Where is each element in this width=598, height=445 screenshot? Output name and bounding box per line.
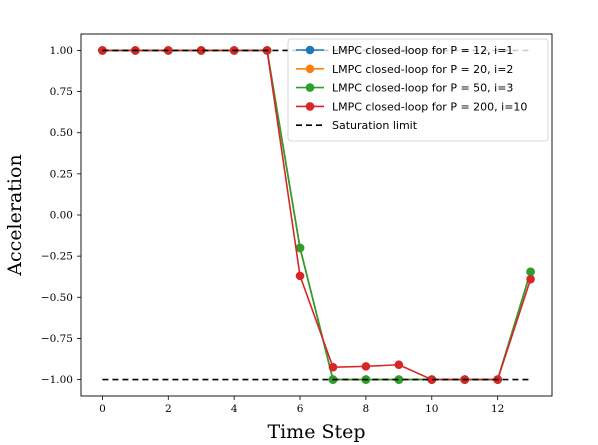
series-4-point xyxy=(295,271,305,281)
y-tick-label: −0.25 xyxy=(41,251,73,263)
x-tick-label: 2 xyxy=(165,403,172,415)
y-tick-label: 0.75 xyxy=(50,86,73,98)
y-tick-label: 0.25 xyxy=(50,168,73,180)
legend-label: LMPC closed-loop for P = 50, i=3 xyxy=(332,82,513,95)
y-tick-label: −0.50 xyxy=(41,292,73,304)
series-4-point xyxy=(427,375,437,384)
series-3-point xyxy=(295,243,305,253)
y-tick-label: −1.00 xyxy=(41,374,73,386)
legend-label: LMPC closed-loop for P = 200, i=10 xyxy=(332,100,527,113)
x-tick-label: 12 xyxy=(491,403,504,415)
y-tick-label: 1.00 xyxy=(50,45,73,57)
legend-swatch-marker xyxy=(305,45,315,55)
legend-swatch-marker xyxy=(305,102,315,111)
series-4-point xyxy=(196,46,206,55)
legend-swatch-marker xyxy=(305,64,315,74)
series-3-point xyxy=(526,267,535,277)
ticks-layer: 0 2 4 6 8 10 12 1.00 0.75 0.50 0.25 0.00 −0.25 −0.50 −… xyxy=(41,45,505,415)
series-layer xyxy=(98,46,535,384)
series-3-point xyxy=(394,375,404,384)
legend-label: LMPC closed-loop for P = 12, i=1 xyxy=(332,44,513,57)
y-axis-title: Acceleration xyxy=(4,154,26,276)
x-axis-title: Time Step xyxy=(267,421,365,443)
legend-swatch-marker xyxy=(305,83,315,92)
legend: LMPC closed-loop for P = 12, i=1 LMPC clo… xyxy=(287,38,549,142)
series-4-point xyxy=(526,274,535,284)
y-tick-label: 0.00 xyxy=(50,210,73,222)
x-tick-label: 10 xyxy=(425,403,438,415)
y-tick-label: −0.75 xyxy=(41,333,73,345)
legend-box xyxy=(287,38,549,142)
x-tick-label: 6 xyxy=(297,403,304,415)
x-tick-label: 0 xyxy=(99,403,106,415)
legend-label: Saturation limit xyxy=(332,119,418,132)
series-4-point xyxy=(394,360,404,370)
series-4-point xyxy=(328,362,338,372)
x-tick-label: 8 xyxy=(363,403,370,415)
series-4-point xyxy=(361,362,371,371)
y-tick-label: 0.50 xyxy=(50,127,73,139)
legend-label: LMPC closed-loop for P = 20, i=2 xyxy=(332,63,513,76)
x-tick-label: 4 xyxy=(231,403,238,415)
